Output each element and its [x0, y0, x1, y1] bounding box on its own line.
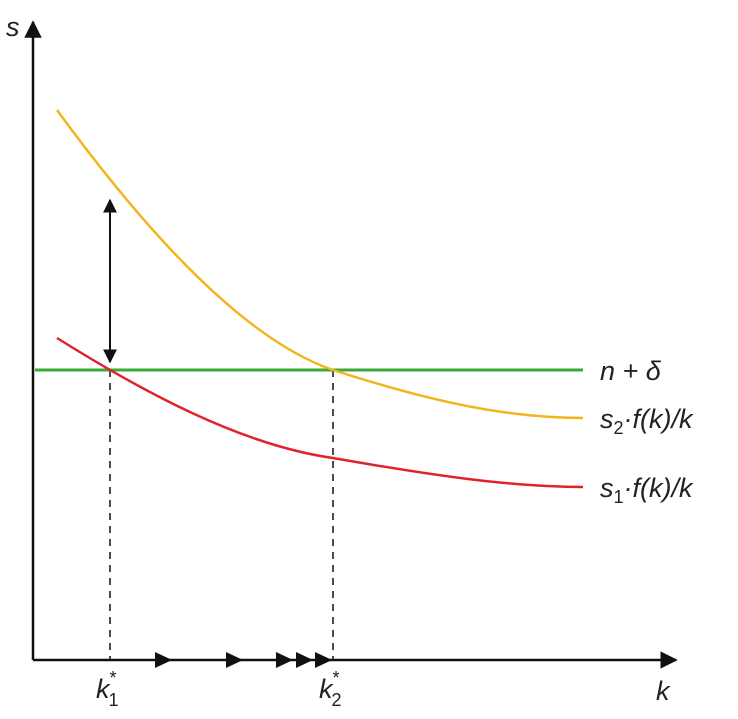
marker-label: k* 2: [319, 668, 342, 710]
arrowhead: [226, 652, 243, 668]
curve-label: s1·f(k)/k: [600, 473, 694, 507]
marker-label: k* 1: [96, 668, 119, 710]
arrowhead: [276, 652, 293, 668]
arrowhead: [296, 652, 313, 668]
label-rest: ·f(k)/k: [624, 473, 694, 503]
label-rest: ·f(k)/k: [624, 404, 694, 434]
s1-curve: [56, 336, 584, 489]
curve-label: s2·f(k)/k: [600, 404, 694, 438]
arrowhead: [315, 652, 332, 668]
arrowhead: [155, 652, 172, 668]
label-base: k: [96, 674, 111, 704]
label-sub: 2: [614, 418, 624, 438]
label-sub: 1: [614, 487, 624, 507]
label-base: s: [600, 473, 614, 503]
x-axis-label: k: [656, 676, 671, 706]
label-sub: 2: [332, 690, 342, 710]
y-axis-label: s: [6, 12, 20, 42]
label-sup: *: [110, 668, 117, 688]
label-base: s: [600, 404, 614, 434]
label-sub: 1: [109, 690, 119, 710]
label-base: k: [319, 674, 334, 704]
label-sup: *: [333, 668, 340, 688]
curve-label: n + δ: [600, 356, 662, 386]
s2-curve: [55, 109, 584, 420]
convergence-arrows: [155, 652, 332, 668]
